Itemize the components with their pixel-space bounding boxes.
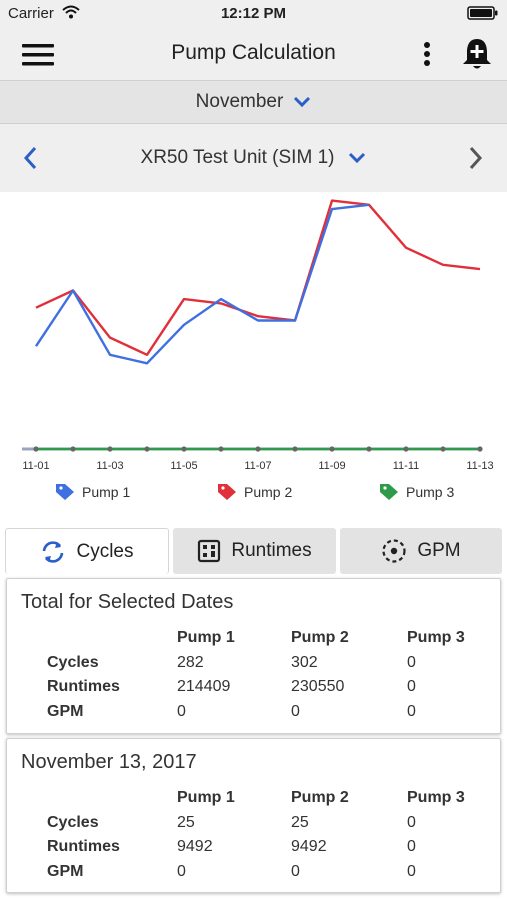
- refresh-icon: [43, 540, 64, 563]
- x-tick-label: 11-11: [393, 460, 420, 472]
- column-header: Pump 2: [291, 789, 349, 806]
- table-cell: 302: [291, 654, 318, 671]
- axis-point: [366, 446, 372, 452]
- row-label: GPM: [47, 863, 84, 880]
- carrier-label: Carrier: [8, 5, 54, 22]
- tab-runtimes[interactable]: Runtimes: [173, 528, 336, 574]
- table-cell: 9492: [177, 838, 213, 855]
- gauge-dots-icon: [382, 539, 406, 563]
- summary-card-total: Total for Selected Dates Pump 1 Pump 2 P…: [6, 578, 501, 734]
- axis-point: [477, 446, 483, 452]
- chevron-right-icon[interactable]: [468, 146, 484, 170]
- legend-item-pump-2[interactable]: Pump 2: [216, 482, 292, 502]
- row-label: Runtimes: [47, 678, 120, 695]
- status-time: 12:12 PM: [220, 5, 287, 22]
- column-header: Pump 3: [407, 629, 465, 646]
- row-label: Cycles: [47, 814, 99, 831]
- table-cell: 0: [291, 863, 300, 880]
- bell-plus-icon[interactable]: [460, 36, 494, 72]
- legend-label: Pump 3: [406, 484, 455, 500]
- row-label: Runtimes: [47, 838, 120, 855]
- axis-point: [218, 446, 224, 452]
- tag-icon: [56, 484, 74, 500]
- series-line-pump-1: [35, 203, 370, 365]
- x-tick-label: 11-03: [96, 460, 123, 472]
- table-cell: 230550: [291, 678, 345, 695]
- wifi-icon: [62, 5, 80, 19]
- legend-label: Pump 2: [244, 484, 293, 500]
- column-header: Pump 3: [407, 789, 465, 806]
- table-cell: 282: [177, 654, 204, 671]
- table-cell: 0: [407, 678, 416, 695]
- chevron-left-icon[interactable]: [22, 146, 38, 170]
- tab-label: Cycles: [76, 540, 134, 562]
- axis-point: [144, 446, 150, 452]
- series-line-pump-2: [35, 199, 481, 356]
- x-tick-label: 11-07: [244, 460, 271, 472]
- tab-cycles[interactable]: Cycles: [5, 528, 169, 574]
- legend-item-pump-1[interactable]: Pump 1: [54, 482, 130, 502]
- tab-gpm[interactable]: GPM: [340, 528, 502, 574]
- unit-selector-bar: XR50 Test Unit (SIM 1): [0, 124, 507, 192]
- x-tick-label: 11-01: [22, 460, 49, 472]
- tag-icon: [218, 484, 236, 500]
- table-cell: 25: [177, 814, 195, 831]
- status-bar: Carrier 12:12 PM: [0, 0, 507, 28]
- column-header: Pump 1: [177, 629, 235, 646]
- unit-label[interactable]: XR50 Test Unit (SIM 1): [140, 147, 335, 168]
- x-tick-label: 11-13: [466, 460, 493, 472]
- axis-point: [292, 446, 298, 452]
- table-cell: 0: [407, 654, 416, 671]
- axis-point: [107, 446, 113, 452]
- pump-chart: 11-01 11-03 11-05 11-07 11-09 11-11 11-13: [22, 199, 494, 472]
- axis-point: [181, 446, 187, 452]
- axis-point: [329, 446, 335, 452]
- column-header: Pump 2: [291, 629, 349, 646]
- axis-point: [440, 446, 446, 452]
- chart-legend: Pump 1 Pump 2 Pump 3: [0, 482, 507, 508]
- nav-bar: Pump Calculation: [0, 28, 507, 80]
- axis-point: [403, 446, 409, 452]
- table-cell: 0: [407, 838, 416, 855]
- battery-icon: [467, 6, 498, 20]
- legend-item-pump-3[interactable]: Pump 3: [378, 482, 454, 502]
- column-header: Pump 1: [177, 789, 235, 806]
- month-selector[interactable]: November: [0, 80, 507, 124]
- axis-point: [70, 446, 76, 452]
- month-label: November: [195, 91, 284, 112]
- tab-label: GPM: [417, 540, 461, 561]
- row-label: GPM: [47, 703, 84, 720]
- table-cell: 0: [407, 814, 416, 831]
- axis-point: [33, 446, 39, 452]
- legend-label: Pump 1: [82, 484, 131, 500]
- table-cell: 214409: [177, 678, 231, 695]
- table-cell: 0: [177, 703, 186, 720]
- chevron-down-icon: [294, 96, 311, 108]
- tab-label: Runtimes: [231, 540, 312, 561]
- row-label: Cycles: [47, 654, 99, 671]
- table-cell: 0: [177, 863, 186, 880]
- card-title: Total for Selected Dates: [21, 591, 234, 613]
- table-cell: 0: [407, 703, 416, 720]
- metric-tabs: Cycles Runtimes GPM: [0, 526, 507, 574]
- chevron-down-icon[interactable]: [348, 152, 366, 164]
- tag-icon: [380, 484, 398, 500]
- axis-point: [255, 446, 261, 452]
- table-cell: 9492: [291, 838, 327, 855]
- table-cell: 25: [291, 814, 309, 831]
- card-title: November 13, 2017: [21, 751, 197, 773]
- x-tick-label: 11-05: [170, 460, 197, 472]
- x-tick-label: 11-09: [318, 460, 345, 472]
- table-cell: 0: [291, 703, 300, 720]
- summary-card-day: November 13, 2017 Pump 1 Pump 2 Pump 3 C…: [6, 738, 501, 893]
- hamburger-icon[interactable]: [20, 42, 56, 68]
- more-vertical-icon[interactable]: [418, 40, 436, 70]
- calculator-icon: [198, 539, 221, 563]
- table-cell: 0: [407, 863, 416, 880]
